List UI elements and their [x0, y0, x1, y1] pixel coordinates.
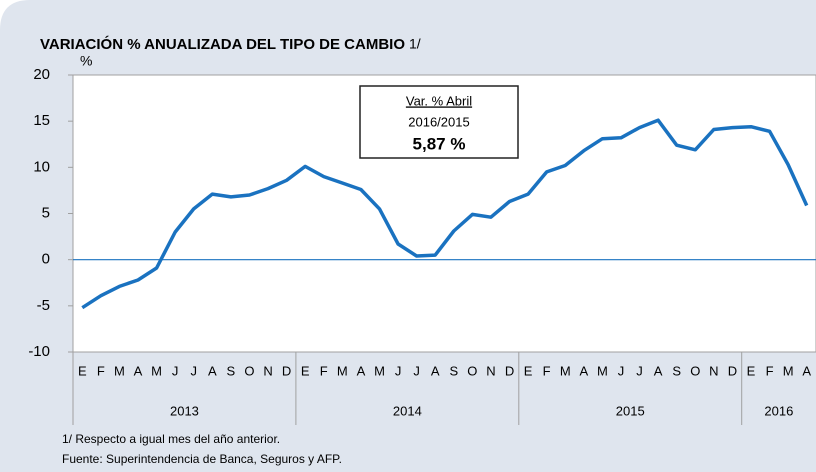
annotation-text: 2016/2015 — [408, 114, 469, 129]
x-tick-label: M — [374, 363, 385, 378]
line — [81, 118, 809, 310]
x-tick-label: M — [114, 363, 125, 378]
x-tick-label: N — [709, 363, 718, 378]
x-group-label: 2016 — [764, 403, 793, 418]
x-tick-label: J — [636, 363, 643, 378]
x-tick-label: E — [301, 363, 310, 378]
x-tick-label: N — [486, 363, 495, 378]
x-tick-label: N — [263, 363, 272, 378]
x-tick-label: S — [449, 363, 458, 378]
y-tick-label: 0 — [42, 251, 50, 268]
x-tick-label: J — [172, 363, 179, 378]
footnote: 1/ Respecto a igual mes del año anterior… — [62, 432, 280, 446]
x-tick-label: O — [244, 363, 254, 378]
x-tick-label: J — [413, 363, 420, 378]
x-tick-label: M — [597, 363, 608, 378]
x-tick-label: J — [190, 363, 197, 378]
y-tick-label: -5 — [37, 297, 50, 314]
x-tick-label: J — [618, 363, 625, 378]
x-group-label: 2015 — [616, 403, 645, 418]
x-tick-label: S — [672, 363, 681, 378]
x-tick-label: D — [728, 363, 737, 378]
x-tick-label: S — [227, 363, 236, 378]
x-tick-label: D — [282, 363, 291, 378]
x-tick-label: M — [783, 363, 794, 378]
y-tick-label: 5 — [42, 204, 50, 221]
y-tick-label: 10 — [33, 158, 50, 175]
x-tick-label: O — [690, 363, 700, 378]
y-tick-label: 15 — [33, 112, 50, 129]
x-tick-label: J — [395, 363, 402, 378]
x-tick-label: A — [579, 363, 588, 378]
x-tick-label: E — [78, 363, 87, 378]
x-tick-label: O — [467, 363, 477, 378]
footnote: Fuente: Superintendencia de Banca, Segur… — [62, 452, 342, 466]
x-tick-label: A — [654, 363, 663, 378]
x-tick-label: A — [208, 363, 217, 378]
x-tick-label: M — [151, 363, 162, 378]
y-tick-label: -10 — [28, 343, 50, 360]
x-tick-label: M — [337, 363, 348, 378]
x-tick-label: A — [802, 363, 811, 378]
x-tick-label: A — [431, 363, 440, 378]
x-tick-label: A — [357, 363, 366, 378]
x-tick-label: F — [97, 363, 105, 378]
y-tick-label: 20 — [33, 66, 50, 83]
x-tick-label: F — [766, 363, 774, 378]
x-tick-label: E — [747, 363, 756, 378]
annotation-text: Var. % Abril — [406, 93, 472, 108]
x-group-label: 2013 — [170, 403, 199, 418]
y-label: % — [80, 53, 92, 69]
x-tick-label: A — [134, 363, 143, 378]
x-tick-label: M — [560, 363, 571, 378]
x-tick-label: F — [543, 363, 551, 378]
title-note: 1/ — [409, 36, 421, 52]
chart-title: VARIACIÓN % ANUALIZADA DEL TIPO DE CAMBI… — [40, 35, 405, 53]
x-tick-label: E — [524, 363, 533, 378]
annotation-box — [359, 85, 519, 159]
x-group-label: 2014 — [393, 403, 422, 418]
x-tick-label: D — [505, 363, 514, 378]
plot-area — [72, 74, 816, 353]
annotation-value: 5,87 % — [413, 134, 466, 153]
x-tick-label: F — [320, 363, 328, 378]
